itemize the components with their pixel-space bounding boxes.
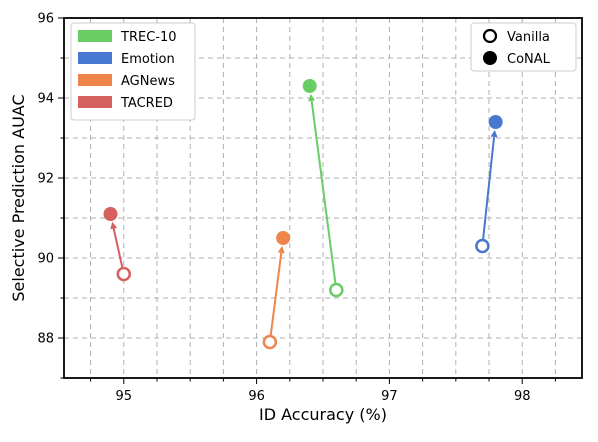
y-tick-label: 94 <box>37 92 54 107</box>
y-axis-label: Selective Prediction AUAC <box>9 94 28 301</box>
legend-label-vanilla: Vanilla <box>507 30 550 45</box>
y-tick-label: 96 <box>37 12 54 27</box>
marker-legend: Vanilla CoNAL <box>470 22 577 72</box>
legend-label-emotion: Emotion <box>121 52 175 67</box>
vanilla-point-trec10 <box>329 282 344 298</box>
x-tick-label: 96 <box>248 389 265 404</box>
dataset-legend: TREC-10 Emotion AGNews TACRED <box>70 22 196 121</box>
arrow-shaft-agnews <box>269 252 283 336</box>
marker-legend-box <box>470 22 577 72</box>
y-tick-label: 88 <box>37 332 54 347</box>
conal-point-trec10 <box>302 79 317 93</box>
conal-point-agnews <box>276 231 291 245</box>
legend-marker-vanilla <box>482 28 498 44</box>
plot-frame <box>63 17 583 379</box>
conal-point-tacred <box>103 207 118 221</box>
x-tick-label: 98 <box>514 389 531 404</box>
legend-swatch-tacred <box>78 96 112 108</box>
grid-layer <box>64 17 582 379</box>
arrow-shaft-emotion <box>482 136 496 240</box>
legend-label-conal: CoNAL <box>507 52 551 67</box>
legend-label-trec10: TREC-10 <box>120 30 177 45</box>
vanilla-point-agnews <box>262 334 278 350</box>
arrow-shaft-tacred <box>112 228 124 268</box>
x-tick-label: 97 <box>381 389 398 404</box>
arrow-head-tacred <box>110 221 118 230</box>
legend-marker-conal <box>483 51 497 65</box>
legend-swatch-agnews <box>78 74 112 86</box>
legend-swatch-emotion <box>78 52 112 64</box>
dataset-legend-box <box>70 22 196 121</box>
arrow-head-emotion <box>490 129 498 138</box>
x-axis-label: ID Accuracy (%) <box>259 405 387 424</box>
legend-label-agnews: AGNews <box>121 74 175 89</box>
vanilla-point-tacred <box>116 266 132 282</box>
y-tick-label: 90 <box>37 252 54 267</box>
arrow-shaft-trec10 <box>310 100 337 284</box>
conal-point-emotion <box>488 115 503 129</box>
legend-label-tacred: TACRED <box>120 96 173 111</box>
arrow-head-trec10 <box>308 93 316 102</box>
data-layer <box>103 79 503 350</box>
legend-swatch-trec10 <box>78 30 112 42</box>
axis-ticks: 95 96 97 98 88 90 92 94 96 <box>37 12 556 404</box>
x-tick-label: 95 <box>115 389 132 404</box>
vanilla-point-emotion <box>475 238 490 254</box>
y-tick-label: 92 <box>37 172 54 187</box>
arrow-head-agnews <box>277 245 285 254</box>
